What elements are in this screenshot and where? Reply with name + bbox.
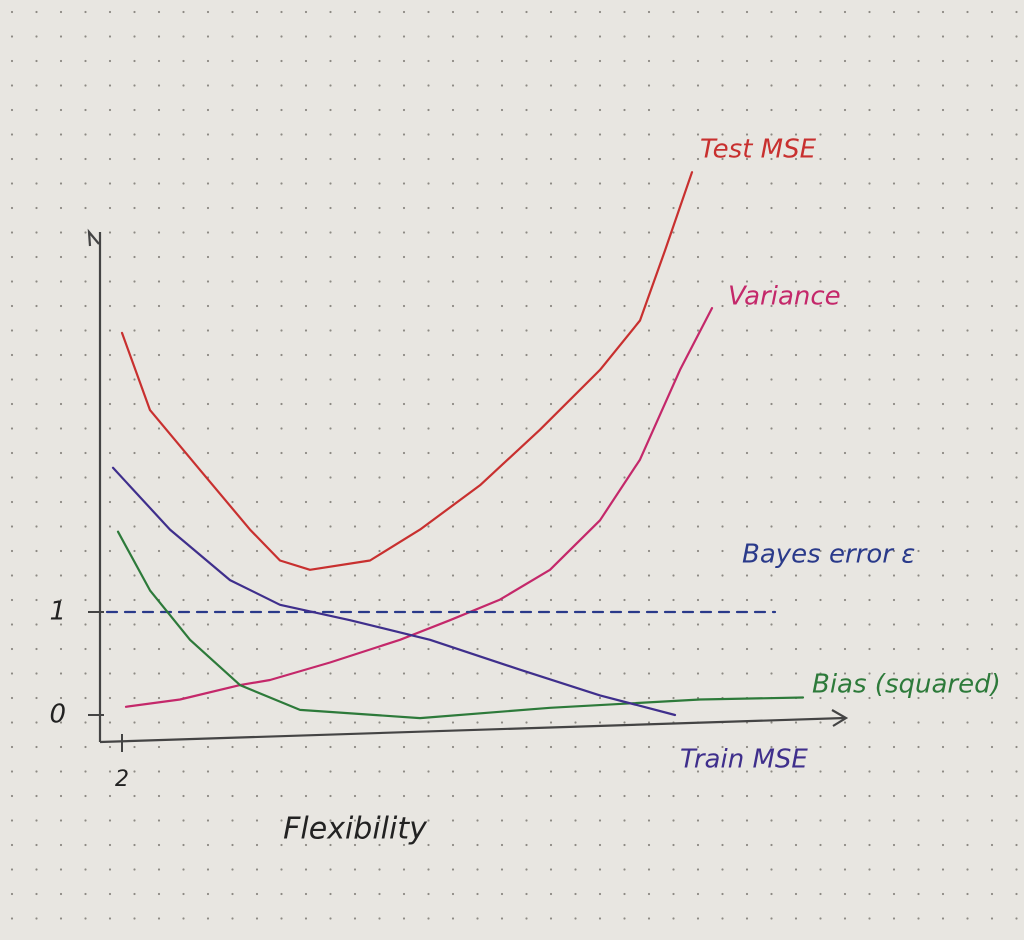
series-label: Train MSE xyxy=(680,745,808,775)
axes xyxy=(87,228,849,744)
x-tick-label: 2 xyxy=(115,767,129,792)
y-tick-label: 1 xyxy=(49,597,66,627)
y-arrow xyxy=(87,228,100,247)
y-tick-label: 0 xyxy=(49,700,66,730)
series-label: Variance xyxy=(728,282,841,312)
x-axis xyxy=(99,716,846,744)
series-line xyxy=(116,530,805,720)
x-arrow xyxy=(831,709,849,727)
x-axis-label: Flexibility xyxy=(283,812,428,847)
series-label: Bayes error ε xyxy=(742,540,915,570)
series-label: Bias (squared) xyxy=(812,670,1001,700)
series-line xyxy=(120,171,694,571)
series-line xyxy=(111,466,677,717)
series-label: Test MSE xyxy=(700,135,817,165)
